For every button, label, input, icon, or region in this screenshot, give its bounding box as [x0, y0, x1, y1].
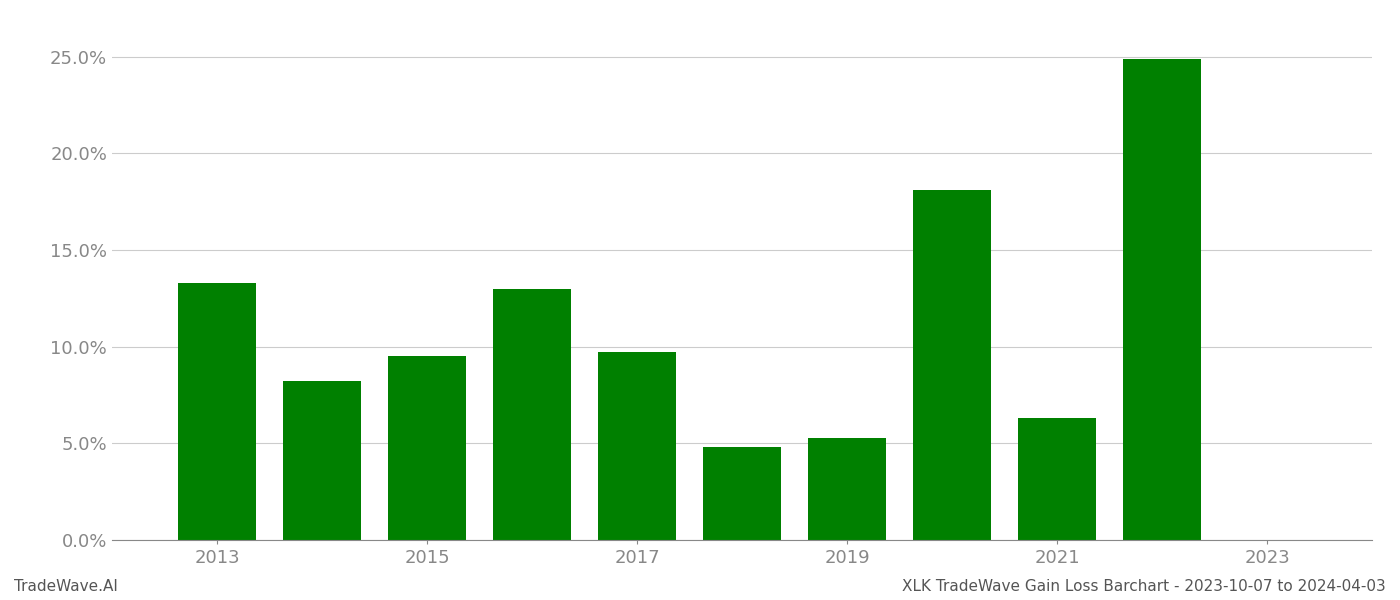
Bar — [388, 356, 466, 540]
Text: TradeWave.AI: TradeWave.AI — [14, 579, 118, 594]
Bar — [1123, 59, 1201, 540]
Bar — [808, 437, 886, 540]
Bar — [493, 289, 571, 540]
Bar — [283, 382, 361, 540]
Bar — [703, 447, 781, 540]
Bar — [598, 352, 676, 540]
Bar — [913, 190, 991, 540]
Bar — [178, 283, 256, 540]
Text: XLK TradeWave Gain Loss Barchart - 2023-10-07 to 2024-04-03: XLK TradeWave Gain Loss Barchart - 2023-… — [902, 579, 1386, 594]
Bar — [1018, 418, 1096, 540]
